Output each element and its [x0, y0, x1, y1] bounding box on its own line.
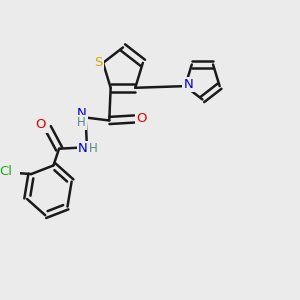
- Text: N: N: [78, 142, 88, 155]
- Text: O: O: [36, 118, 46, 131]
- Text: S: S: [94, 56, 102, 69]
- Text: Cl: Cl: [0, 165, 12, 178]
- Text: O: O: [136, 112, 147, 125]
- Text: N: N: [184, 78, 194, 91]
- Text: N: N: [77, 107, 86, 120]
- Text: H: H: [77, 116, 86, 129]
- Text: H: H: [89, 142, 98, 155]
